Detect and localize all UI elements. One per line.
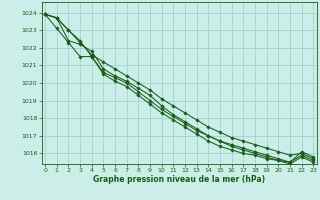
X-axis label: Graphe pression niveau de la mer (hPa): Graphe pression niveau de la mer (hPa) (93, 175, 265, 184)
